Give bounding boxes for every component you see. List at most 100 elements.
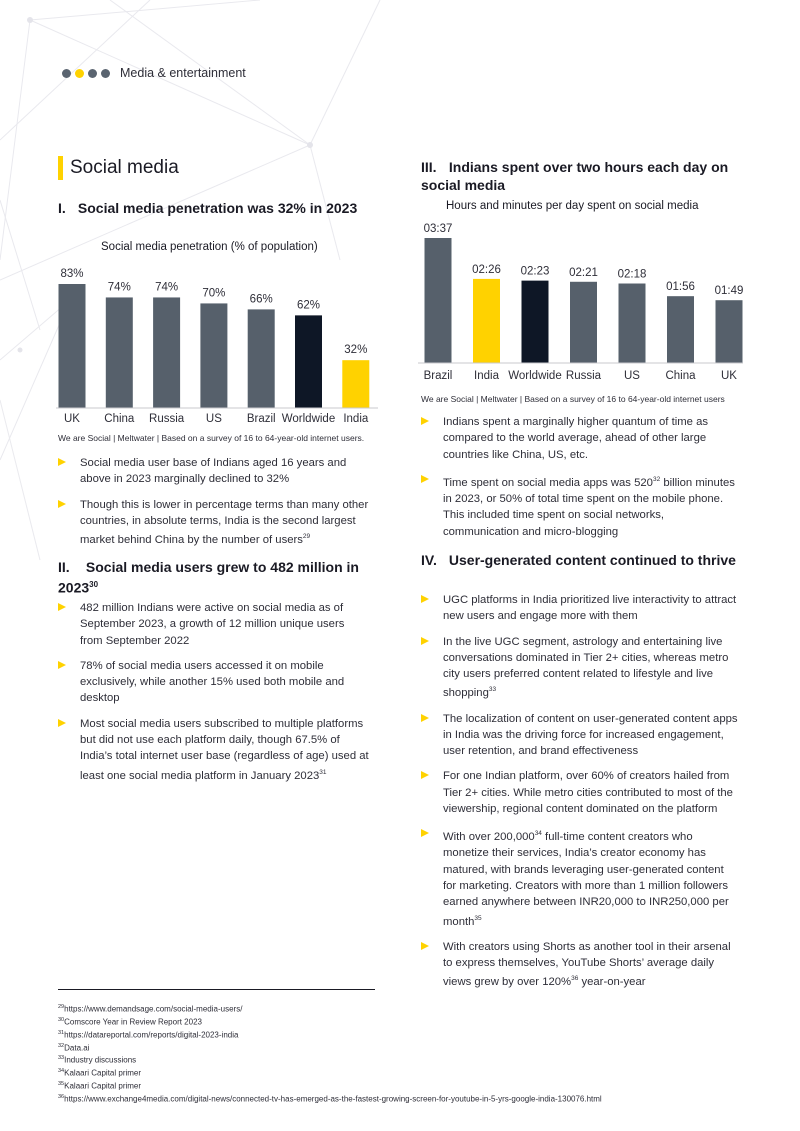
footnote-number: 35 — [58, 1081, 65, 1088]
footnote-number: 32 — [58, 1042, 65, 1049]
bullet-item: 78% of social media users accessed it on… — [58, 658, 370, 707]
heading-users: II. Social media users grew to 482 milli… — [58, 558, 378, 597]
category-tick-label: China — [665, 370, 696, 382]
heading-text: Social media penetration was 32% in 2023 — [77, 200, 358, 216]
data-label: 83% — [60, 268, 83, 280]
ugc-bullets: UGC platforms in India prioritized live … — [421, 592, 739, 999]
category-tick-label: Worldwide — [282, 413, 335, 425]
time-bullets: Indians spent a marginally higher quantu… — [421, 414, 739, 549]
nav-dot-1 — [62, 68, 71, 78]
data-label: 74% — [108, 281, 131, 293]
category-tick-label: US — [206, 413, 222, 425]
page-header: Media & entertainment — [62, 66, 246, 80]
footnote-ref: 32 — [652, 475, 661, 483]
bullet-arrow-icon — [58, 718, 66, 727]
footnote-text: https://www.demandsage.com/social-media-… — [64, 1004, 243, 1014]
penetration-chart-source: We are Social | Meltwater | Based on a s… — [58, 433, 365, 443]
penetration-chart-title: Social media penetration (% of populatio… — [101, 241, 318, 253]
footnote-text: Industry discussions — [64, 1056, 137, 1066]
data-label: 03:37 — [424, 223, 453, 235]
header-label: Media & entertainment — [120, 66, 246, 80]
bullet-item: With over 200,00034 full-time content cr… — [421, 826, 739, 929]
heading-text: Social media users grew to 482 million i… — [58, 559, 359, 596]
data-label: 02:18 — [618, 269, 647, 281]
heading-time-spent: III. Indians spent over two hours each d… — [421, 158, 741, 194]
heading-penetration: I. Social media penetration was 32% in 2… — [58, 199, 378, 217]
bullet-item: The localization of content on user-gene… — [421, 711, 739, 760]
footnote-line: 36https://www.exchange4media.com/digital… — [58, 1092, 602, 1105]
heading-number: I. — [58, 200, 66, 216]
footnote-text: https://www.exchange4media.com/digital-n… — [64, 1094, 602, 1104]
bullet-arrow-icon — [421, 636, 429, 645]
footnote-line: 35Kalaari Capital primer — [58, 1079, 602, 1092]
bullet-arrow-icon — [421, 417, 429, 425]
category-tick-label: India — [474, 370, 500, 382]
category-tick-label: US — [624, 370, 640, 382]
category-tick-label: UK — [721, 370, 737, 382]
footnote-ref: 31 — [319, 768, 327, 776]
bar-uk — [715, 300, 743, 363]
bullet-item: With creators using Shorts as another to… — [421, 939, 739, 991]
bullet-item: 482 million Indians were active on socia… — [58, 600, 370, 649]
bar-russia — [153, 297, 181, 408]
data-label: 70% — [202, 287, 225, 299]
bullet-arrow-icon — [421, 474, 429, 483]
bullet-item: Indians spent a marginally higher quantu… — [421, 414, 739, 463]
time-chart: 03:37 Brazil 02:26 India 02:23 Worldwide 02:21… — [418, 218, 743, 385]
data-label: 66% — [250, 293, 273, 305]
bullet-item: For one Indian platform, over 60% of cre… — [421, 768, 739, 817]
data-label: 01:49 — [715, 285, 743, 297]
bullet-item: Time spent on social media apps was 5203… — [421, 472, 739, 540]
heading-number: II. — [58, 559, 70, 575]
heading-number: IV. — [421, 552, 437, 568]
footnote-ref: 33 — [488, 686, 497, 694]
bullet-item: In the live UGC segment, astrology and e… — [421, 634, 739, 702]
footnote-number: 30 — [58, 1016, 65, 1023]
footnote-ref: 30 — [89, 580, 99, 589]
bullet-item: Social media user base of Indians aged 1… — [58, 455, 370, 488]
category-tick-label: China — [104, 413, 135, 425]
footnote-text: Kalaari Capital primer — [64, 1068, 142, 1078]
data-label: 74% — [155, 281, 178, 293]
bar-india — [473, 278, 500, 363]
section-accent-bar — [58, 156, 63, 180]
footnote-number: 29 — [58, 1004, 65, 1010]
bar-china — [105, 297, 133, 408]
footnote-divider — [58, 989, 375, 990]
bullet-arrow-icon — [421, 771, 429, 780]
footnote-text: Comscore Year in Review Report 2023 — [64, 1017, 202, 1027]
heading-text: User-generated content continued to thri… — [448, 552, 736, 568]
bullet-arrow-icon — [58, 458, 66, 466]
time-chart-source: We are Social | Meltwater | Based on a s… — [421, 394, 725, 404]
heading-text: Indians spent over two hours each day on… — [421, 159, 729, 193]
footnote-text: https://datareportal.com/reports/digital… — [64, 1030, 239, 1040]
bullet-item: Most social media users subscribed to mu… — [58, 716, 370, 784]
penetration-bullets: Social media user base of Indians aged 1… — [58, 455, 370, 557]
heading-ugc: IV. User-generated content continued to … — [421, 551, 741, 569]
footnote-line: 31https://datareportal.com/reports/digit… — [58, 1028, 602, 1041]
footnote-line: 29https://www.demandsage.com/social-medi… — [58, 1002, 602, 1015]
bullet-arrow-icon — [421, 829, 429, 838]
data-label: 62% — [297, 299, 320, 311]
footnote-line: 34Kalaari Capital primer — [58, 1066, 602, 1079]
bar-uk — [58, 284, 86, 408]
data-label: 02:21 — [569, 267, 598, 279]
bar-russia — [570, 281, 597, 363]
category-tick-label: Brazil — [424, 370, 453, 382]
category-tick-label: Russia — [566, 370, 602, 382]
footnote-ref: 35 — [474, 914, 482, 922]
bullet-arrow-icon — [58, 499, 66, 508]
bullet-arrow-icon — [58, 660, 66, 669]
bullet-item: Though this is lower in percentage terms… — [58, 497, 370, 549]
time-chart-title: Hours and minutes per day spent on socia… — [446, 200, 699, 212]
nav-dot-active — [75, 68, 84, 78]
nav-dot-4 — [101, 68, 110, 78]
bullet-item: UGC platforms in India prioritized live … — [421, 592, 739, 625]
bar-brazil — [424, 238, 452, 363]
time-chart-svg: 03:37 Brazil 02:26 India 02:23 Worldwide 02:21… — [418, 223, 743, 382]
footnote-number: 31 — [58, 1029, 65, 1036]
footnote-text: Data.ai — [64, 1043, 90, 1053]
bullet-arrow-icon — [421, 713, 429, 722]
footnote-line: 32Data.ai — [58, 1041, 602, 1054]
penetration-chart-svg: 83% UK 74% China 74% Russia 70% US 66% Brazil 62% W… — [56, 268, 378, 425]
